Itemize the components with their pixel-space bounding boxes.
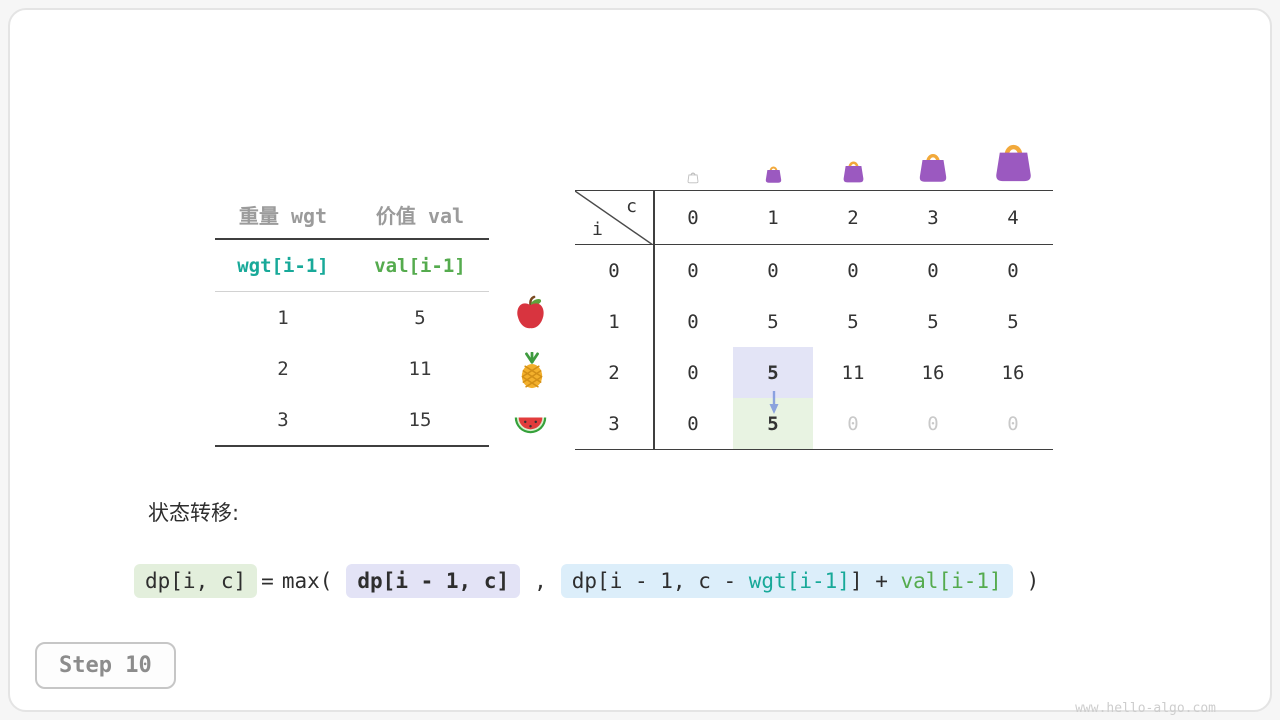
step-badge: Step 10 — [35, 642, 176, 689]
item-axis-label: i — [592, 219, 603, 240]
dp-cell: 0 — [847, 412, 859, 435]
max-open: max( — [281, 569, 333, 593]
dp-row-header: 2 — [608, 361, 620, 384]
items-table-row: 3 15 — [215, 394, 489, 445]
dp-cell: 0 — [687, 412, 699, 435]
item-weight-cell: 1 — [277, 306, 289, 329]
dp-table-divider — [653, 191, 655, 449]
watermark: www.hello-algo.com — [1075, 701, 1216, 716]
items-table-body: 1 5 2 11 3 15 — [215, 292, 489, 445]
dp-col-header: 2 — [847, 206, 859, 229]
transition-arrow-icon — [769, 391, 779, 414]
dp-row-header: 1 — [608, 310, 620, 333]
dp-cell: 0 — [927, 412, 939, 435]
item-value-cell: 11 — [408, 357, 432, 380]
dp-cell: 5 — [733, 347, 813, 398]
dp-current-chip: dp[i, c] — [134, 564, 258, 598]
dp-cell: 5 — [1007, 310, 1019, 333]
dp-cell: 5 — [767, 310, 779, 333]
dp-col-header: 1 — [767, 206, 779, 229]
dp-cell: 0 — [767, 259, 779, 282]
dp-table-row: 2 0 5 11 16 16 — [575, 347, 1053, 398]
arg2-val-term: val[i-1] — [900, 569, 1002, 593]
val-var-label: val[i-1] — [374, 254, 466, 277]
dp-cell: 0 — [687, 361, 699, 384]
dp-cell: 0 — [927, 259, 939, 282]
items-weight-header: 重量 wgt — [238, 203, 328, 228]
pineapple-icon — [514, 351, 550, 388]
item-value-cell: 5 — [414, 306, 426, 329]
dp-cell: 16 — [921, 361, 945, 384]
items-table-header-row: 重量 wgt 价值 val — [215, 190, 489, 240]
dp-row-header: 0 — [608, 259, 620, 282]
comma: , — [534, 569, 547, 593]
state-transition-label: 状态转移: — [148, 501, 240, 525]
state-transition-formula: dp[i, c] = max( dp[i - 1, c] , dp[i - 1,… — [134, 560, 1043, 602]
item-weight-cell: 3 — [277, 408, 289, 431]
watermelon-icon — [512, 406, 548, 442]
items-table-row: 2 11 — [215, 343, 489, 394]
arg2-prefix: dp[i - 1, c - — [571, 569, 749, 593]
items-value-header: 价值 val — [375, 203, 465, 228]
items-table: 重量 wgt 价值 val wgt[i-1] val[i-1] 1 5 2 11 3 15 — [215, 190, 489, 447]
bag-outline-icon — [653, 126, 733, 186]
dp-cell: 11 — [841, 361, 865, 384]
dp-table-row: 1 0 5 5 5 5 — [575, 296, 1053, 347]
apple-icon — [512, 294, 548, 330]
dp-header-row: c i 0 1 2 3 4 — [575, 191, 1053, 245]
items-table-var-row: wgt[i-1] val[i-1] — [215, 240, 489, 292]
bag-icon — [973, 126, 1053, 186]
dp-row-header: 3 — [608, 412, 620, 435]
dp-skip-item-chip: dp[i - 1, c] — [346, 564, 521, 598]
capacity-axis-label: c — [626, 196, 637, 217]
dp-col-header: 4 — [1007, 206, 1019, 229]
item-value-cell: 15 — [408, 408, 432, 431]
dp-col-header: 0 — [687, 206, 699, 229]
bag-icon — [813, 126, 893, 186]
arg2-wgt-term: wgt[i-1] — [748, 569, 850, 593]
equals-sign: = — [261, 569, 274, 593]
dp-cell: 0 — [687, 259, 699, 282]
corner-diagonal-line — [575, 191, 653, 245]
dp-take-item-chip: dp[i - 1, c - wgt[i-1]] + val[i-1] — [560, 564, 1013, 598]
close-paren: ) — [1026, 569, 1040, 593]
dp-col-headers: 0 1 2 3 4 — [653, 191, 1053, 244]
dp-cell: 5 — [847, 310, 859, 333]
dp-cell: 0 — [847, 259, 859, 282]
item-weight-cell: 2 — [277, 357, 289, 380]
bag-icon — [733, 126, 813, 186]
arg2-mid: ] + — [849, 569, 901, 593]
dp-cell: 0 — [1007, 412, 1019, 435]
wgt-var-label: wgt[i-1] — [237, 254, 329, 277]
dp-cell: 16 — [1001, 361, 1025, 384]
dp-cell: 0 — [687, 310, 699, 333]
dp-table-row: 0 0 0 0 0 0 — [575, 245, 1053, 296]
dp-corner-cell: c i — [575, 191, 653, 245]
bag-icon — [893, 126, 973, 186]
dp-table-body: 0 0 0 0 0 0 1 0 5 5 5 5 2 0 5 11 16 16 3 0 5 0 0 0 — [575, 245, 1053, 449]
bags-row — [653, 126, 1053, 186]
dp-col-header: 3 — [927, 206, 939, 229]
dp-cell: 0 — [1007, 259, 1019, 282]
dp-cell: 5 — [927, 310, 939, 333]
